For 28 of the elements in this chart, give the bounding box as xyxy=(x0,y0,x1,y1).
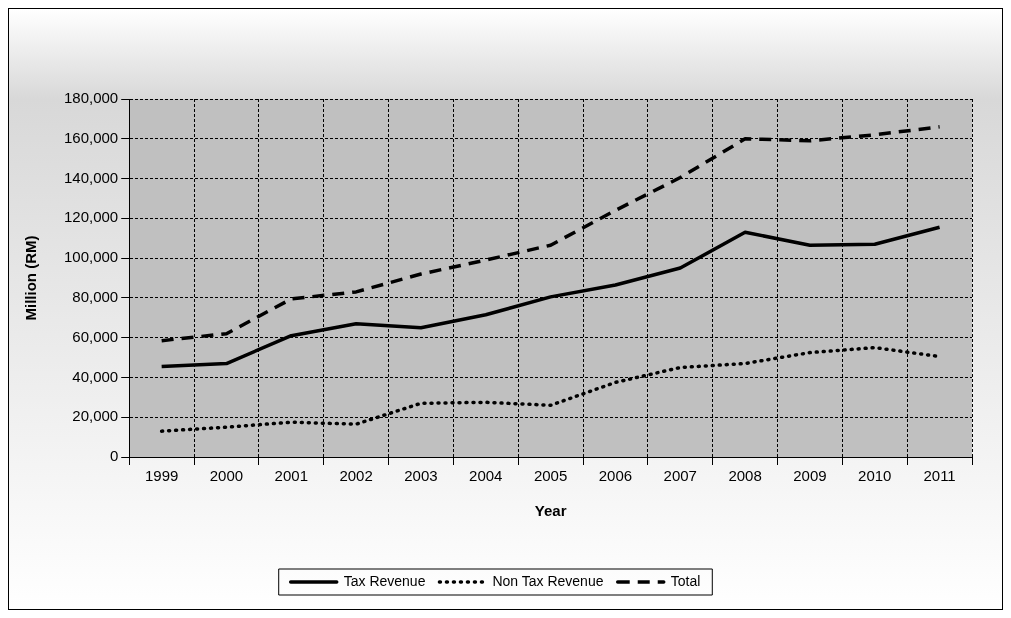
x-tick-label: 2001 xyxy=(274,467,308,485)
x-tick-label: 2008 xyxy=(728,467,762,485)
y-tick-label: 0 xyxy=(109,447,119,465)
y-tick-label: 20,000 xyxy=(72,407,119,425)
x-tick-label: 1999 xyxy=(144,467,179,485)
x-tick-label: 2011 xyxy=(923,467,956,485)
x-tick-label: 2009 xyxy=(793,467,827,485)
y-axis-title: Million (RM) xyxy=(22,235,40,321)
y-tick-label: 120,000 xyxy=(63,208,119,226)
x-tick-label: 2006 xyxy=(598,467,633,485)
y-tick-label: 100,000 xyxy=(63,248,119,266)
x-tick-label: 2000 xyxy=(209,467,244,485)
x-tick-label: 2002 xyxy=(339,467,373,485)
legend-label: Tax Revenue xyxy=(343,572,426,589)
x-tick-label: 2010 xyxy=(858,467,892,485)
y-tick-label: 80,000 xyxy=(72,288,119,306)
x-tick-label: 2007 xyxy=(663,467,697,485)
y-tick-label: 40,000 xyxy=(72,367,119,385)
legend-label: Total xyxy=(670,572,701,589)
y-tick-label: 160,000 xyxy=(63,128,119,146)
y-tick-label: 140,000 xyxy=(63,168,119,186)
x-tick-label: 2004 xyxy=(469,467,503,485)
y-tick-label: 60,000 xyxy=(72,327,119,345)
y-tick-label: 180,000 xyxy=(63,89,119,107)
legend-label: Non Tax Revenue xyxy=(492,572,604,589)
x-tick-label: 2003 xyxy=(404,467,438,485)
x-axis-title: Year xyxy=(534,502,567,520)
x-tick-label: 2005 xyxy=(533,467,568,485)
